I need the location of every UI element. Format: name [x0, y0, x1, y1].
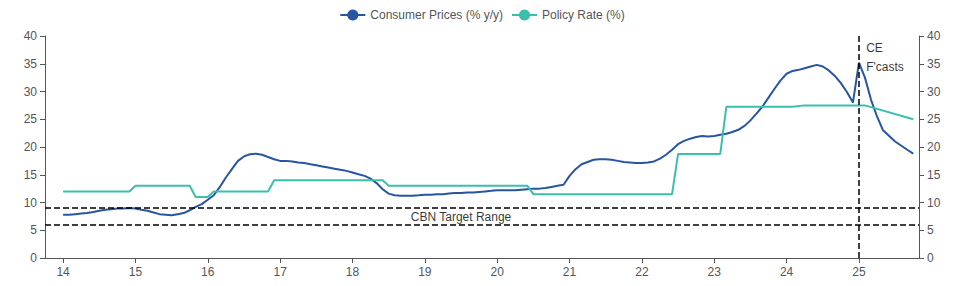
svg-text:10: 10 — [927, 196, 941, 210]
svg-text:40: 40 — [927, 29, 941, 43]
svg-text:25: 25 — [852, 265, 866, 279]
svg-text:16: 16 — [201, 265, 215, 279]
svg-text:24: 24 — [780, 265, 794, 279]
svg-text:21: 21 — [563, 265, 577, 279]
svg-text:25: 25 — [927, 112, 941, 126]
svg-text:0: 0 — [927, 251, 934, 265]
svg-text:30: 30 — [927, 85, 941, 99]
svg-text:18: 18 — [346, 265, 360, 279]
svg-text:35: 35 — [927, 57, 941, 71]
svg-text:23: 23 — [708, 265, 722, 279]
svg-text:40: 40 — [24, 29, 38, 43]
svg-text:25: 25 — [24, 112, 38, 126]
svg-text:15: 15 — [129, 265, 143, 279]
svg-text:0: 0 — [30, 251, 37, 265]
svg-text:15: 15 — [927, 168, 941, 182]
svg-text:5: 5 — [30, 223, 37, 237]
svg-text:5: 5 — [927, 223, 934, 237]
svg-text:10: 10 — [24, 196, 38, 210]
svg-text:Consumer Prices (% y/y): Consumer Prices (% y/y) — [370, 8, 503, 22]
svg-text:20: 20 — [927, 140, 941, 154]
svg-text:CE: CE — [866, 41, 883, 55]
svg-text:22: 22 — [635, 265, 649, 279]
svg-text:Policy Rate (%): Policy Rate (%) — [542, 8, 625, 22]
svg-text:19: 19 — [418, 265, 432, 279]
svg-text:30: 30 — [24, 85, 38, 99]
svg-text:17: 17 — [273, 265, 287, 279]
svg-text:35: 35 — [24, 57, 38, 71]
svg-text:20: 20 — [491, 265, 505, 279]
svg-text:14: 14 — [56, 265, 70, 279]
svg-text:15: 15 — [24, 168, 38, 182]
svg-text:CBN Target Range: CBN Target Range — [411, 210, 512, 224]
svg-text:F'casts: F'casts — [866, 60, 904, 74]
svg-text:20: 20 — [24, 140, 38, 154]
